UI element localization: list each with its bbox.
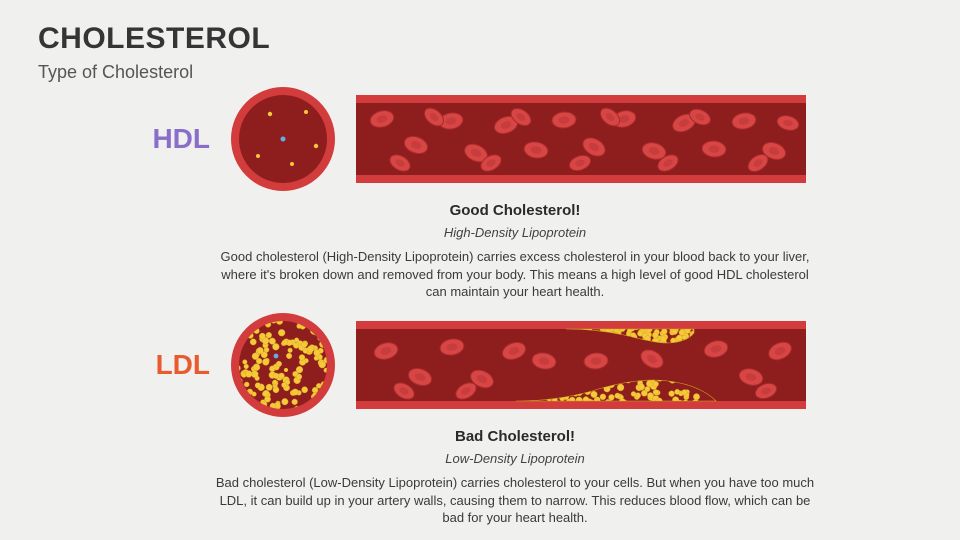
ldl-row: LDL bbox=[125, 310, 845, 420]
hdl-cross-section-icon bbox=[228, 84, 338, 194]
hdl-vessel-icon bbox=[356, 95, 845, 183]
ldl-label: LDL bbox=[125, 349, 210, 381]
page-title: CHOLESTEROL bbox=[38, 22, 270, 56]
hdl-subheading: High-Density Lipoprotein bbox=[185, 225, 845, 240]
hdl-section: HDL Good Cholesterol! High-Density Lipop… bbox=[125, 84, 845, 301]
ldl-section: LDL Bad Cholesterol! Low-Density Lipopro… bbox=[125, 310, 845, 527]
page-subtitle: Type of Cholesterol bbox=[38, 62, 270, 83]
ldl-body: Bad cholesterol (Low-Density Lipoprotein… bbox=[185, 474, 845, 527]
hdl-body: Good cholesterol (High-Density Lipoprote… bbox=[185, 248, 845, 301]
ldl-subheading: Low-Density Lipoprotein bbox=[185, 451, 845, 466]
hdl-text-block: Good Cholesterol! High-Density Lipoprote… bbox=[185, 202, 845, 301]
hdl-label: HDL bbox=[125, 123, 210, 155]
ldl-heading: Bad Cholesterol! bbox=[185, 428, 845, 445]
hdl-row: HDL bbox=[125, 84, 845, 194]
hdl-heading: Good Cholesterol! bbox=[185, 202, 845, 219]
ldl-cross-section-icon bbox=[228, 310, 338, 420]
ldl-vessel-icon bbox=[356, 321, 845, 409]
ldl-text-block: Bad Cholesterol! Low-Density Lipoprotein… bbox=[185, 428, 845, 527]
title-block: CHOLESTEROL Type of Cholesterol bbox=[38, 22, 270, 83]
